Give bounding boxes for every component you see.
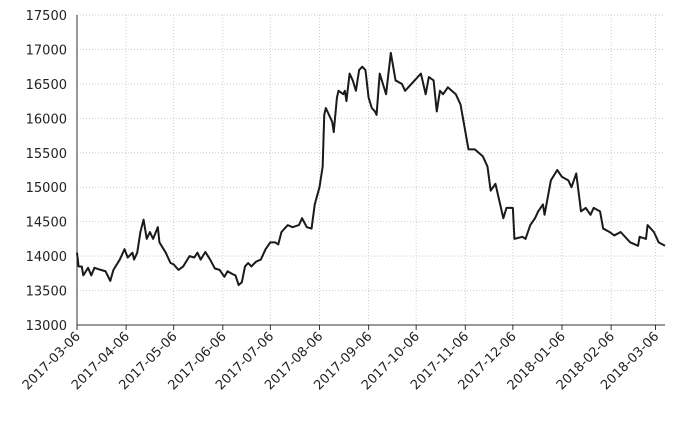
y-tick-label: 16000 — [26, 112, 67, 127]
price-line — [76, 51, 666, 287]
y-tick-label: 14000 — [26, 250, 67, 265]
y-tick-label: 13000 — [26, 319, 67, 334]
y-tick-label: 17500 — [26, 9, 67, 24]
y-tick-label: 17000 — [26, 43, 67, 58]
y-tick-label: 15000 — [26, 181, 67, 196]
y-tick-label: 16500 — [26, 78, 67, 93]
y-tick-label: 15500 — [26, 147, 67, 162]
y-tick-label: 14500 — [26, 216, 67, 231]
y-tick-label: 13500 — [26, 285, 67, 300]
